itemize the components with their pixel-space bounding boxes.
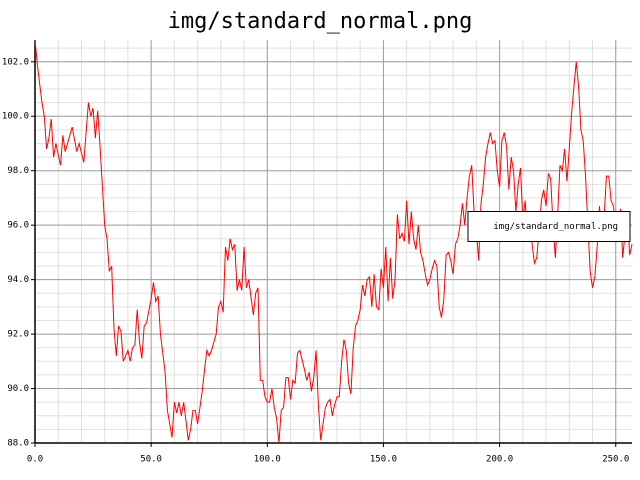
chart-title: img/standard_normal.png [168, 9, 473, 34]
x-tick-label: 250.0 [602, 455, 629, 465]
y-tick-label: 94.0 [7, 275, 29, 285]
y-tick-label: 102.0 [2, 57, 29, 67]
x-tick-label: 0.0 [27, 455, 43, 465]
x-tick-label: 200.0 [486, 455, 513, 465]
x-tick-label: 100.0 [254, 455, 281, 465]
y-tick-label: 88.0 [7, 439, 29, 449]
y-tick-label: 98.0 [7, 166, 29, 176]
y-tick-label: 92.0 [7, 330, 29, 340]
y-tick-label: 96.0 [7, 221, 29, 231]
y-tick-label: 100.0 [2, 112, 29, 122]
legend-box [467, 211, 631, 242]
x-tick-label: 50.0 [140, 455, 162, 465]
x-tick-label: 150.0 [370, 455, 397, 465]
legend-label: img/standard_normal.png [493, 222, 618, 232]
y-tick-label: 90.0 [7, 384, 29, 394]
